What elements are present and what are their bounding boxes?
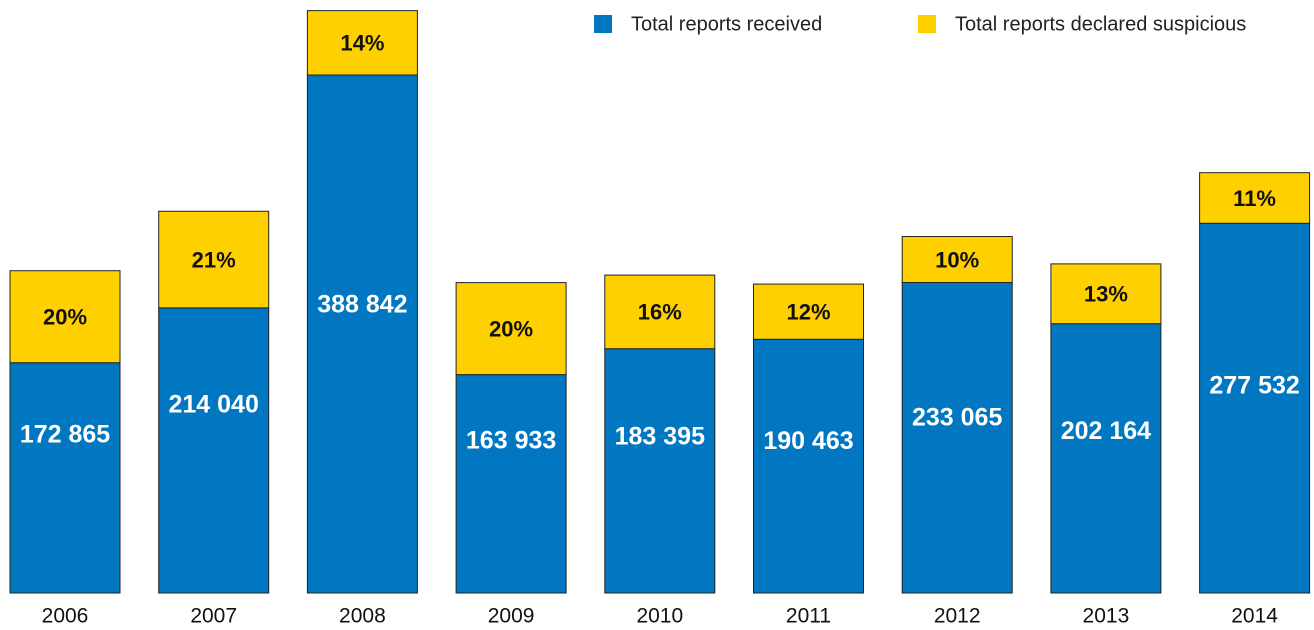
- x-tick-label: 2010: [636, 605, 683, 628]
- bar-received: [1050, 323, 1162, 594]
- bar-received: [158, 307, 270, 594]
- x-tick-label: 2008: [339, 605, 386, 628]
- bar-received: [9, 362, 121, 594]
- bar-suspicious: [753, 283, 864, 340]
- bar-suspicious: [455, 282, 567, 376]
- percent-label: 12%: [786, 299, 830, 324]
- percent-label: 13%: [1084, 282, 1128, 307]
- bar-suspicious: [306, 10, 418, 76]
- bar-received: [753, 338, 864, 594]
- legend-label: Total reports received: [631, 13, 822, 35]
- value-label: 202 164: [1061, 417, 1151, 445]
- bar-received: [455, 374, 567, 594]
- bar-suspicious: [901, 236, 1013, 284]
- bar-suspicious: [158, 210, 270, 309]
- x-tick-label: 2007: [190, 605, 237, 628]
- legend-swatch: [918, 15, 936, 33]
- percent-label: 10%: [935, 247, 979, 272]
- value-label: 233 065: [912, 403, 1002, 431]
- legend-swatch: [594, 15, 612, 33]
- value-label: 190 463: [763, 427, 853, 455]
- percent-label: 14%: [340, 31, 384, 56]
- bar-received: [1199, 222, 1311, 594]
- percent-label: 16%: [638, 300, 682, 325]
- bar-suspicious: [1050, 263, 1162, 325]
- x-tick-label: 2006: [42, 605, 89, 628]
- x-tick-label: 2009: [488, 605, 535, 628]
- bar-received: [901, 282, 1013, 594]
- value-label: 214 040: [169, 391, 259, 419]
- x-tick-label: 2013: [1083, 605, 1130, 628]
- value-label: 172 865: [20, 420, 110, 448]
- x-tick-label: 2012: [934, 605, 981, 628]
- bar-suspicious: [604, 274, 716, 350]
- value-label: 163 933: [466, 426, 556, 454]
- percent-label: 11%: [1233, 186, 1276, 211]
- percent-label: 20%: [43, 305, 87, 330]
- bar-received: [306, 74, 418, 594]
- percent-label: 21%: [192, 247, 236, 272]
- value-label: 277 532: [1209, 371, 1299, 399]
- bar-received: [604, 348, 716, 594]
- value-label: 388 842: [317, 290, 407, 318]
- bar-suspicious: [9, 270, 121, 364]
- bar-suspicious: [1199, 172, 1311, 224]
- legend-label: Total reports declared suspicious: [955, 13, 1246, 35]
- x-tick-label: 2011: [786, 605, 831, 628]
- percent-label: 20%: [489, 316, 533, 341]
- x-tick-label: 2014: [1231, 605, 1278, 628]
- value-label: 183 395: [615, 423, 705, 451]
